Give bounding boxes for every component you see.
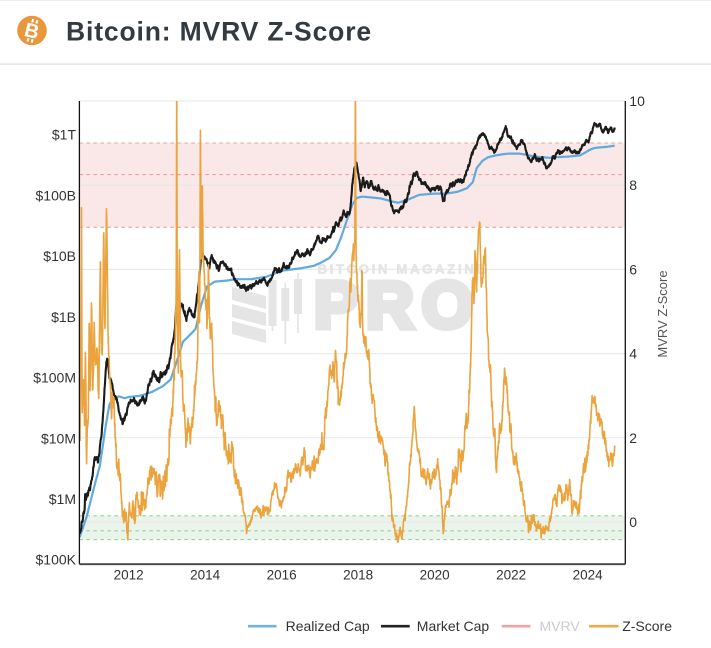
svg-text:$100K: $100K (36, 552, 77, 568)
svg-text:PRO: PRO (314, 268, 481, 342)
svg-text:$1M: $1M (49, 491, 76, 507)
svg-text:$10M: $10M (41, 430, 76, 446)
svg-text:$1B: $1B (51, 309, 76, 325)
svg-text:0: 0 (629, 514, 637, 530)
svg-text:10: 10 (629, 93, 645, 109)
svg-text:2016: 2016 (267, 568, 297, 583)
svg-text:4: 4 (629, 346, 637, 362)
svg-text:MVRV: MVRV (540, 618, 581, 634)
svg-text:2024: 2024 (573, 568, 604, 583)
svg-text:2: 2 (629, 430, 637, 446)
svg-text:$10B: $10B (43, 248, 76, 264)
svg-text:8: 8 (629, 177, 637, 193)
svg-text:$100M: $100M (33, 370, 76, 386)
svg-text:$1T: $1T (52, 127, 77, 143)
svg-text:6: 6 (629, 261, 637, 277)
svg-text:BITCOIN MAGAZINE: BITCOIN MAGAZINE (318, 262, 488, 277)
svg-text:Market Cap: Market Cap (417, 618, 490, 634)
svg-text:MVRV Z-Score: MVRV Z-Score (655, 270, 670, 357)
svg-text:2014: 2014 (190, 568, 221, 583)
svg-text:Z-Score: Z-Score (622, 618, 672, 634)
svg-text:B: B (22, 19, 41, 44)
svg-text:Bitcoin: MVRV Z-Score: Bitcoin: MVRV Z-Score (66, 17, 372, 47)
svg-text:2020: 2020 (420, 568, 450, 583)
svg-text:2022: 2022 (496, 568, 526, 583)
svg-text:2018: 2018 (343, 568, 373, 583)
svg-text:$100B: $100B (36, 187, 76, 203)
svg-text:2012: 2012 (114, 568, 144, 583)
svg-text:Realized Cap: Realized Cap (286, 618, 370, 634)
